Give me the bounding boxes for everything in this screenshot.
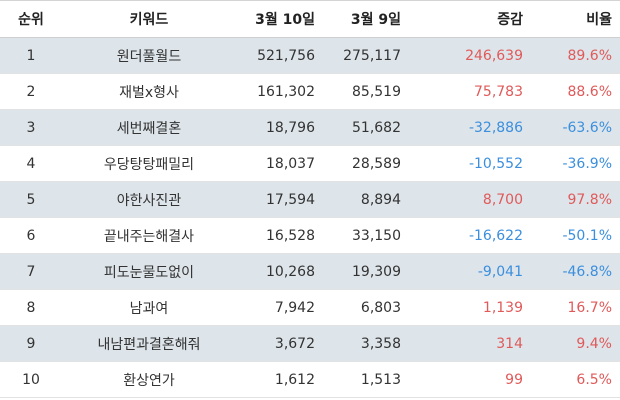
table-row: 8 남과여 7,942 6,803 1,139 16.7%: [0, 289, 620, 326]
keyword-cell: 끝내주는해결사: [62, 217, 236, 254]
rate-cell: -46.8%: [531, 253, 620, 290]
diff-cell: 8,700: [409, 181, 531, 218]
keyword-cell: 피도눈물도없이: [62, 253, 236, 290]
keyword-cell: 남과여: [62, 289, 236, 326]
rank-cell: 4: [0, 145, 62, 182]
rank-cell: 3: [0, 109, 62, 146]
rate-cell: 9.4%: [531, 325, 620, 362]
table-body: 1 원더풀월드 521,756 275,117 246,639 89.6% 2 재벌x형사 16…: [0, 37, 620, 398]
date2-value-cell: 6,803: [323, 289, 409, 326]
diff-cell: 1,139: [409, 289, 531, 326]
date1-value-cell: 1,612: [236, 361, 323, 398]
header-rate: 비율: [531, 0, 620, 38]
diff-cell: -9,041: [409, 253, 531, 290]
diff-cell: 314: [409, 325, 531, 362]
table-row: 7 피도눈물도없이 10,268 19,309 -9,041 -46.8%: [0, 253, 620, 290]
rank-cell: 9: [0, 325, 62, 362]
rank-cell: 1: [0, 37, 62, 74]
date1-value-cell: 161,302: [236, 73, 323, 110]
keyword-cell: 우당탕탕패밀리: [62, 145, 236, 182]
date2-value-cell: 275,117: [323, 37, 409, 74]
table-row: 1 원더풀월드 521,756 275,117 246,639 89.6%: [0, 37, 620, 74]
date1-value-cell: 10,268: [236, 253, 323, 290]
rate-cell: -36.9%: [531, 145, 620, 182]
rate-cell: 16.7%: [531, 289, 620, 326]
keyword-cell: 야한사진관: [62, 181, 236, 218]
table-row: 5 야한사진관 17,594 8,894 8,700 97.8%: [0, 181, 620, 218]
rank-cell: 8: [0, 289, 62, 326]
diff-cell: -10,552: [409, 145, 531, 182]
table-row: 4 우당탕탕패밀리 18,037 28,589 -10,552 -36.9%: [0, 145, 620, 182]
date1-value-cell: 7,942: [236, 289, 323, 326]
rate-cell: 6.5%: [531, 361, 620, 398]
date1-value-cell: 521,756: [236, 37, 323, 74]
table-row: 2 재벌x형사 161,302 85,519 75,783 88.6%: [0, 73, 620, 110]
date2-value-cell: 19,309: [323, 253, 409, 290]
keyword-cell: 세번째결혼: [62, 109, 236, 146]
date2-value-cell: 85,519: [323, 73, 409, 110]
date1-value-cell: 18,037: [236, 145, 323, 182]
date2-value-cell: 8,894: [323, 181, 409, 218]
diff-cell: 99: [409, 361, 531, 398]
diff-cell: 75,783: [409, 73, 531, 110]
rank-cell: 6: [0, 217, 62, 254]
date2-value-cell: 51,682: [323, 109, 409, 146]
keyword-cell: 환상연가: [62, 361, 236, 398]
date2-value-cell: 3,358: [323, 325, 409, 362]
rank-cell: 5: [0, 181, 62, 218]
date2-value-cell: 28,589: [323, 145, 409, 182]
header-rank: 순위: [0, 0, 62, 38]
diff-cell: -16,622: [409, 217, 531, 254]
header-row: 순위 키워드 3월 10일 3월 9일 증감 비율: [0, 0, 620, 38]
rank-cell: 2: [0, 73, 62, 110]
keyword-cell: 원더풀월드: [62, 37, 236, 74]
rank-cell: 10: [0, 361, 62, 398]
date1-value-cell: 16,528: [236, 217, 323, 254]
rate-cell: 89.6%: [531, 37, 620, 74]
date1-value-cell: 18,796: [236, 109, 323, 146]
keyword-cell: 내남편과결혼해줘: [62, 325, 236, 362]
rate-cell: -63.6%: [531, 109, 620, 146]
table-row: 3 세번째결혼 18,796 51,682 -32,886 -63.6%: [0, 109, 620, 146]
header-date1: 3월 10일: [236, 0, 323, 38]
rate-cell: -50.1%: [531, 217, 620, 254]
rank-cell: 7: [0, 253, 62, 290]
header-keyword: 키워드: [62, 0, 236, 38]
rate-cell: 88.6%: [531, 73, 620, 110]
diff-cell: -32,886: [409, 109, 531, 146]
table-row: 9 내남편과결혼해줘 3,672 3,358 314 9.4%: [0, 325, 620, 362]
date1-value-cell: 17,594: [236, 181, 323, 218]
table-row: 6 끝내주는해결사 16,528 33,150 -16,622 -50.1%: [0, 217, 620, 254]
table-header: 순위 키워드 3월 10일 3월 9일 증감 비율: [0, 0, 620, 38]
header-diff: 증감: [409, 0, 531, 38]
date1-value-cell: 3,672: [236, 325, 323, 362]
rate-cell: 97.8%: [531, 181, 620, 218]
keyword-cell: 재벌x형사: [62, 73, 236, 110]
date2-value-cell: 1,513: [323, 361, 409, 398]
table-row: 10 환상연가 1,612 1,513 99 6.5%: [0, 361, 620, 398]
date2-value-cell: 33,150: [323, 217, 409, 254]
header-date2: 3월 9일: [323, 0, 409, 38]
diff-cell: 246,639: [409, 37, 531, 74]
